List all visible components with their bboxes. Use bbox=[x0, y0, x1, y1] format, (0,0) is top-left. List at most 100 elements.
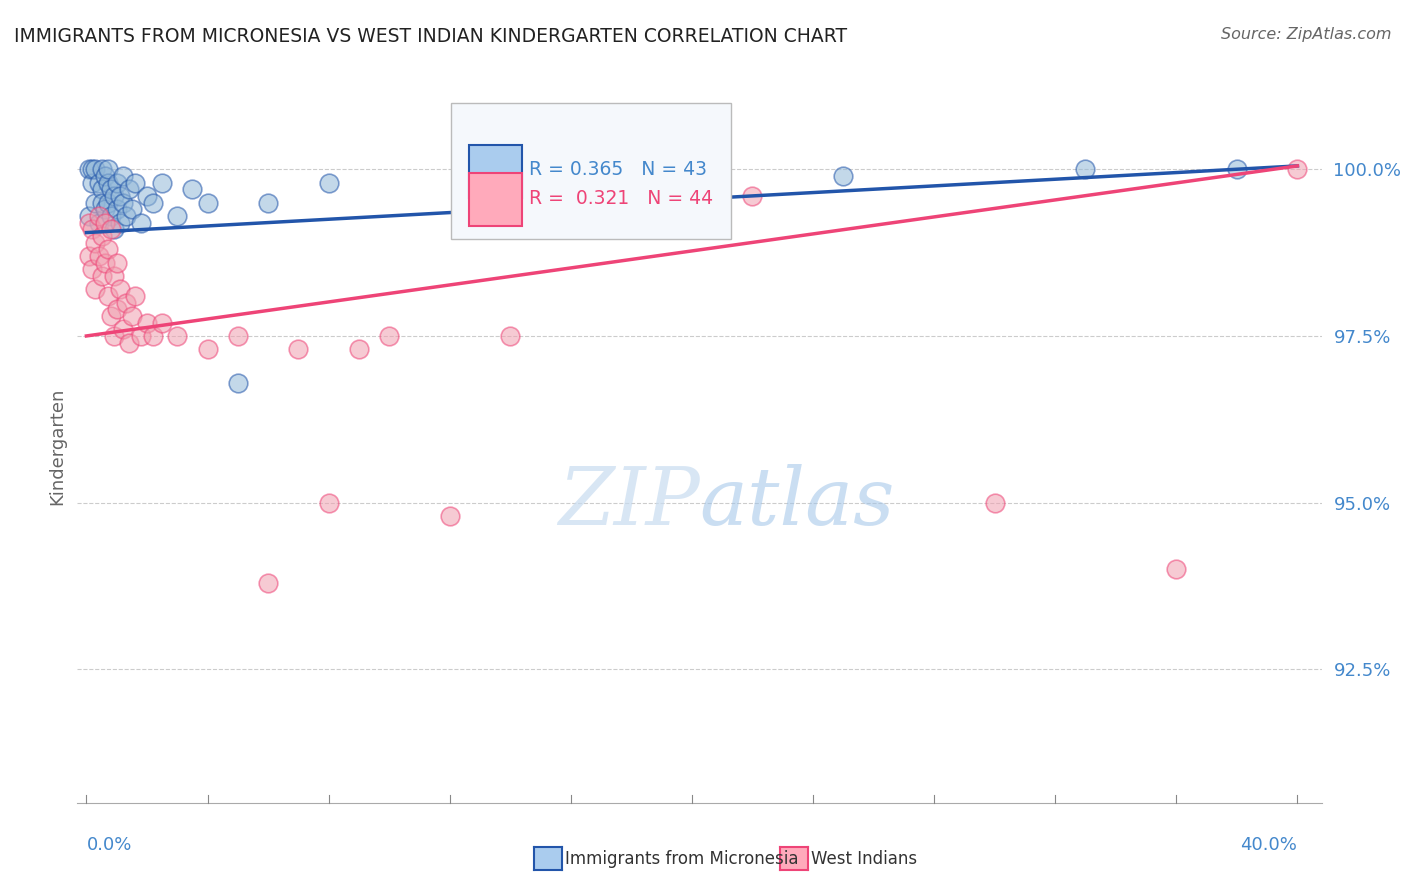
Point bbox=[136, 189, 159, 203]
FancyBboxPatch shape bbox=[451, 103, 731, 239]
Point bbox=[90, 195, 112, 210]
Point bbox=[1074, 162, 1097, 177]
Point bbox=[84, 162, 107, 177]
Point bbox=[79, 209, 101, 223]
Point bbox=[100, 182, 122, 196]
Point bbox=[105, 302, 128, 317]
Point bbox=[226, 376, 249, 390]
Point bbox=[79, 216, 101, 230]
Point bbox=[100, 222, 122, 236]
FancyBboxPatch shape bbox=[470, 145, 522, 198]
Text: R = 0.365   N = 43: R = 0.365 N = 43 bbox=[529, 161, 707, 179]
Point bbox=[150, 176, 173, 190]
Point bbox=[347, 343, 370, 357]
Point bbox=[124, 289, 146, 303]
Point bbox=[378, 329, 401, 343]
Point bbox=[226, 329, 249, 343]
Text: ZIP: ZIP bbox=[558, 465, 700, 541]
Point bbox=[142, 195, 165, 210]
Text: West Indians: West Indians bbox=[811, 849, 917, 868]
Text: IMMIGRANTS FROM MICRONESIA VS WEST INDIAN KINDERGARTEN CORRELATION CHART: IMMIGRANTS FROM MICRONESIA VS WEST INDIA… bbox=[14, 27, 848, 45]
Point bbox=[318, 176, 340, 190]
Point bbox=[82, 222, 104, 236]
Point bbox=[84, 235, 107, 250]
Text: R =  0.321   N = 44: R = 0.321 N = 44 bbox=[529, 189, 713, 208]
Point bbox=[90, 162, 112, 177]
Point bbox=[197, 343, 219, 357]
Point bbox=[118, 182, 141, 196]
Text: atlas: atlas bbox=[700, 465, 894, 541]
Point bbox=[166, 209, 188, 223]
Point bbox=[111, 322, 134, 336]
Point bbox=[93, 202, 115, 217]
Point bbox=[197, 195, 219, 210]
FancyBboxPatch shape bbox=[470, 173, 522, 227]
Point bbox=[257, 195, 280, 210]
Point bbox=[1226, 162, 1249, 177]
Point bbox=[90, 182, 112, 196]
Point bbox=[118, 335, 141, 350]
Point bbox=[97, 176, 120, 190]
Point bbox=[166, 329, 188, 343]
Point bbox=[84, 195, 107, 210]
Point bbox=[111, 169, 134, 183]
Text: 40.0%: 40.0% bbox=[1240, 836, 1298, 855]
Point bbox=[499, 329, 522, 343]
Point bbox=[121, 309, 143, 323]
Point bbox=[832, 169, 855, 183]
Point bbox=[121, 202, 143, 217]
Point bbox=[103, 189, 125, 203]
Point bbox=[114, 209, 136, 223]
Point bbox=[983, 496, 1005, 510]
Point bbox=[87, 249, 110, 263]
Point bbox=[105, 202, 128, 217]
Point bbox=[318, 496, 340, 510]
Text: 0.0%: 0.0% bbox=[86, 836, 132, 855]
Point bbox=[150, 316, 173, 330]
Point bbox=[1286, 162, 1309, 177]
Point bbox=[97, 162, 120, 177]
Point bbox=[136, 316, 159, 330]
Point bbox=[90, 228, 112, 243]
Point bbox=[82, 176, 104, 190]
Point bbox=[1166, 562, 1188, 576]
Point bbox=[82, 262, 104, 277]
Point bbox=[93, 255, 115, 269]
Point bbox=[79, 249, 101, 263]
Point bbox=[108, 282, 131, 296]
Point bbox=[87, 209, 110, 223]
Text: Source: ZipAtlas.com: Source: ZipAtlas.com bbox=[1222, 27, 1392, 42]
Point bbox=[108, 216, 131, 230]
Point bbox=[142, 329, 165, 343]
Point bbox=[287, 343, 309, 357]
Point bbox=[124, 176, 146, 190]
Point bbox=[103, 268, 125, 283]
Point bbox=[93, 169, 115, 183]
Point bbox=[108, 189, 131, 203]
Point bbox=[100, 309, 122, 323]
Point bbox=[257, 575, 280, 590]
Point bbox=[97, 242, 120, 256]
Point bbox=[90, 268, 112, 283]
Point bbox=[114, 295, 136, 310]
Point bbox=[111, 195, 134, 210]
Point bbox=[97, 195, 120, 210]
Point bbox=[103, 222, 125, 236]
Point bbox=[79, 162, 101, 177]
Point bbox=[103, 329, 125, 343]
Point bbox=[439, 509, 461, 524]
Y-axis label: Kindergarten: Kindergarten bbox=[48, 387, 66, 505]
Point bbox=[87, 216, 110, 230]
Point bbox=[105, 176, 128, 190]
Point bbox=[105, 255, 128, 269]
Point bbox=[129, 216, 152, 230]
Text: Immigrants from Micronesia: Immigrants from Micronesia bbox=[565, 849, 799, 868]
Point bbox=[84, 282, 107, 296]
Point bbox=[97, 289, 120, 303]
Point bbox=[93, 216, 115, 230]
Point bbox=[82, 162, 104, 177]
Point bbox=[181, 182, 204, 196]
Point bbox=[129, 329, 152, 343]
Point bbox=[741, 189, 763, 203]
Point bbox=[100, 209, 122, 223]
